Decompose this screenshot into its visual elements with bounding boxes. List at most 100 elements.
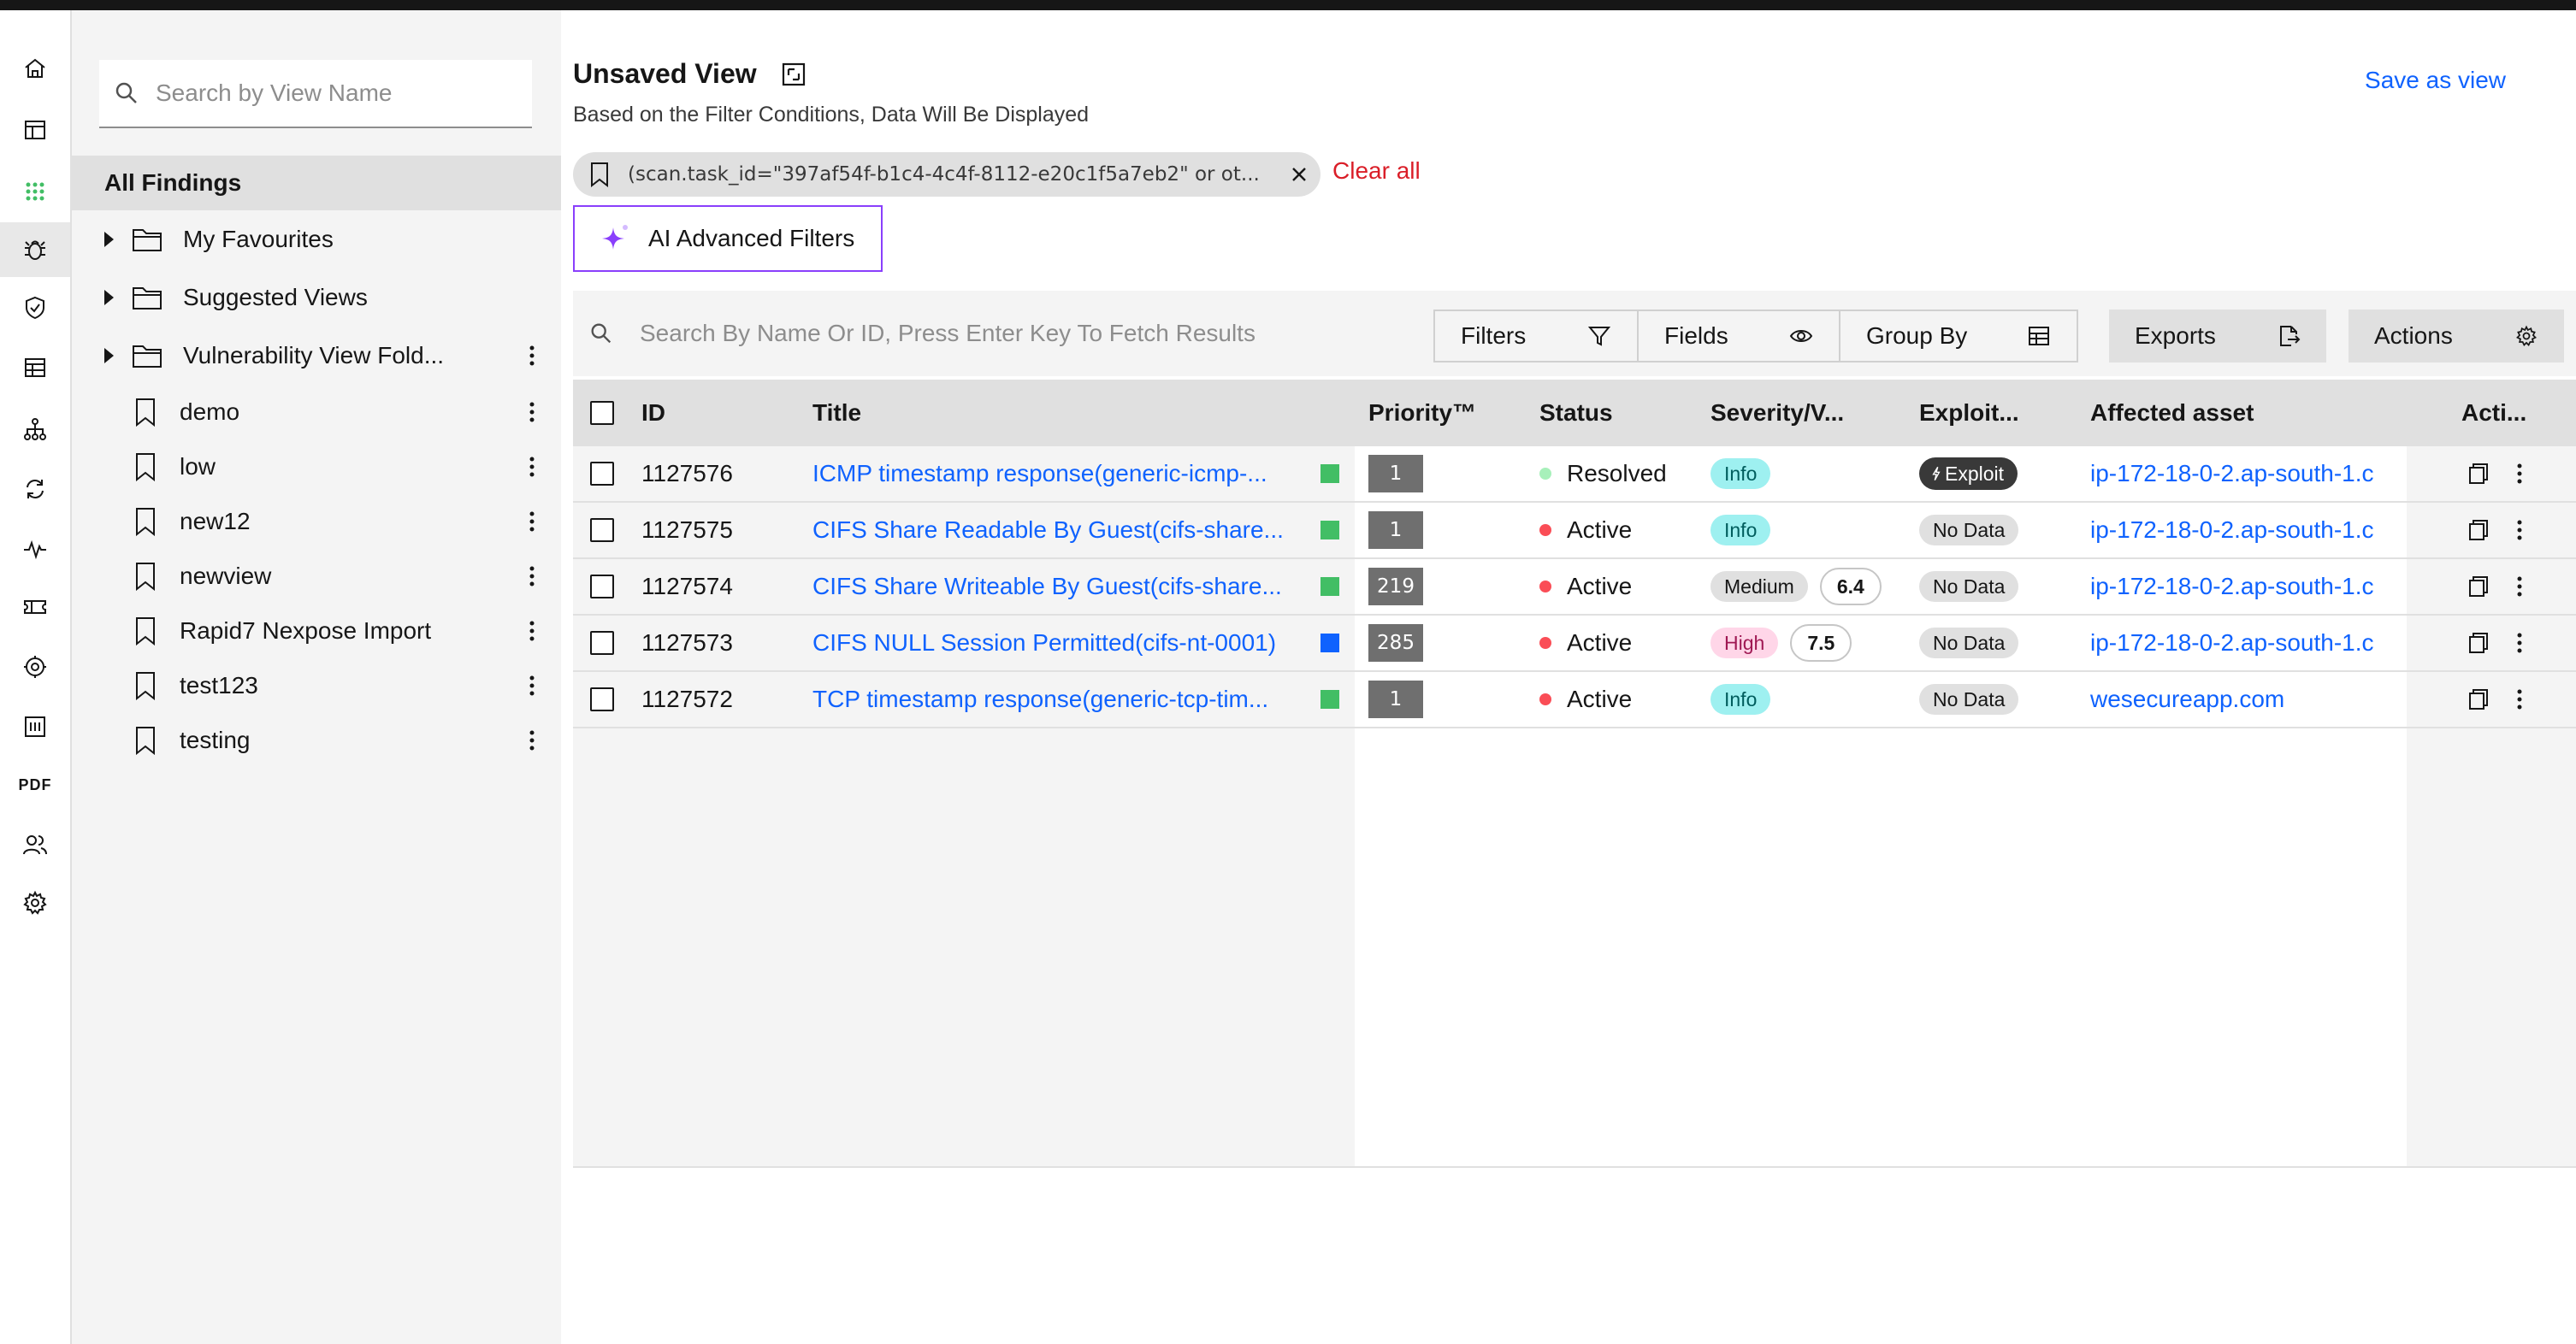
- finding-title-link[interactable]: CIFS NULL Session Permitted(cifs-nt-0001…: [812, 629, 1277, 656]
- pdf-icon[interactable]: PDF: [0, 757, 70, 812]
- priority-marker: [1320, 577, 1339, 596]
- network-icon[interactable]: [0, 402, 70, 457]
- filter-chip[interactable]: (scan.task_id="397af54f-b1c4-4c4f-8112-e…: [573, 152, 1320, 197]
- view-item-new12[interactable]: new12: [72, 494, 561, 549]
- column-header-title[interactable]: Title: [812, 399, 862, 426]
- row-checkbox[interactable]: [590, 687, 614, 711]
- overflow-menu-icon[interactable]: [529, 673, 535, 699]
- overflow-menu-icon[interactable]: [2516, 461, 2523, 486]
- overflow-menu-icon[interactable]: [2516, 630, 2523, 656]
- overflow-menu-icon[interactable]: [529, 728, 535, 753]
- column-header-affected-asset[interactable]: Affected asset: [2090, 399, 2254, 426]
- ai-advanced-filters-button[interactable]: AI Advanced Filters: [573, 205, 883, 272]
- copy-icon[interactable]: [2465, 517, 2490, 543]
- affected-asset-link[interactable]: ip-172-18-0-2.ap-south-1.c: [2090, 516, 2374, 543]
- caret-right-icon[interactable]: [104, 232, 114, 247]
- view-item-low[interactable]: low: [72, 439, 561, 494]
- view-search-box[interactable]: [99, 60, 532, 128]
- caret-right-icon[interactable]: [104, 348, 114, 363]
- affected-asset-link[interactable]: ip-172-18-0-2.ap-south-1.c: [2090, 573, 2374, 599]
- column-header-actions[interactable]: Acti...: [2461, 399, 2527, 426]
- view-search-input[interactable]: [154, 79, 517, 108]
- fields-button[interactable]: Fields: [1639, 311, 1840, 361]
- view-item-testing[interactable]: testing: [72, 713, 561, 768]
- actions-button[interactable]: Actions: [2349, 309, 2564, 363]
- dashboard-icon[interactable]: [0, 103, 70, 157]
- maximize-icon[interactable]: [781, 62, 806, 87]
- table-row[interactable]: 1127572 TCP timestamp response(generic-t…: [573, 672, 2576, 728]
- save-as-view-link[interactable]: Save as view: [2365, 67, 2506, 93]
- copy-icon[interactable]: [2465, 461, 2490, 486]
- row-checkbox[interactable]: [590, 575, 614, 598]
- affected-asset-link[interactable]: wesecureapp.com: [2090, 686, 2285, 712]
- copy-icon[interactable]: [2465, 574, 2490, 599]
- sync-icon[interactable]: [0, 462, 70, 516]
- finding-title-link[interactable]: CIFS Share Writeable By Guest(cifs-share…: [812, 573, 1282, 599]
- bookmark-icon: [591, 162, 608, 187]
- overflow-menu-icon[interactable]: [529, 563, 535, 589]
- row-checkbox[interactable]: [590, 462, 614, 486]
- table-row[interactable]: 1127575 CIFS Share Readable By Guest(cif…: [573, 503, 2576, 559]
- shield-check-icon[interactable]: [0, 280, 70, 335]
- settings-scan-icon[interactable]: [0, 640, 70, 694]
- filters-button[interactable]: Filters: [1435, 311, 1639, 361]
- overflow-menu-icon[interactable]: [529, 454, 535, 480]
- table-row[interactable]: 1127574 CIFS Share Writeable By Guest(ci…: [573, 559, 2576, 616]
- table-row[interactable]: 1127576 ICMP timestamp response(generic-…: [573, 446, 2576, 503]
- all-findings-item[interactable]: All Findings: [72, 156, 561, 210]
- view-item-demo[interactable]: demo: [72, 385, 561, 439]
- select-all-checkbox[interactable]: [590, 401, 614, 425]
- row-checkbox[interactable]: [590, 631, 614, 655]
- report-icon[interactable]: [0, 699, 70, 754]
- priority-marker: [1320, 521, 1339, 539]
- folder-vulnerability-view[interactable]: Vulnerability View Fold...: [72, 328, 561, 383]
- view-item-rapid7[interactable]: Rapid7 Nexpose Import: [72, 604, 561, 658]
- table-row[interactable]: 1127573 CIFS NULL Session Permitted(cifs…: [573, 616, 2576, 672]
- ticket-icon[interactable]: [0, 580, 70, 634]
- status-cell: Active: [1539, 616, 1632, 670]
- column-header-exploit[interactable]: Exploit...: [1919, 399, 2019, 426]
- copy-icon[interactable]: [2465, 687, 2490, 712]
- column-header-id[interactable]: ID: [641, 399, 665, 426]
- filter-chip-text: (scan.task_id="397af54f-b1c4-4c4f-8112-e…: [628, 163, 1260, 186]
- close-icon[interactable]: [1290, 165, 1309, 184]
- page-subtitle: Based on the Filter Conditions, Data Wil…: [573, 103, 1090, 127]
- finding-title-link[interactable]: TCP timestamp response(generic-tcp-tim..…: [812, 686, 1269, 712]
- overflow-menu-icon[interactable]: [2516, 687, 2523, 712]
- column-header-status[interactable]: Status: [1539, 399, 1613, 426]
- data-table-icon[interactable]: [0, 340, 70, 395]
- overflow-menu-icon[interactable]: [2516, 517, 2523, 543]
- table-search-input[interactable]: [638, 319, 1411, 348]
- finding-title-link[interactable]: ICMP timestamp response(generic-icmp-...: [812, 460, 1267, 486]
- overflow-menu-icon[interactable]: [2516, 574, 2523, 599]
- caret-right-icon[interactable]: [104, 290, 114, 305]
- view-label: newview: [180, 563, 272, 589]
- clear-all-link[interactable]: Clear all: [1332, 157, 1421, 184]
- affected-asset-link[interactable]: ip-172-18-0-2.ap-south-1.c: [2090, 460, 2374, 486]
- view-item-test123[interactable]: test123: [72, 658, 561, 713]
- apps-grid-icon[interactable]: [0, 164, 70, 219]
- copy-icon[interactable]: [2465, 630, 2490, 656]
- home-icon[interactable]: [0, 41, 70, 96]
- row-checkbox[interactable]: [590, 518, 614, 542]
- group-by-button[interactable]: Group By: [1840, 311, 2077, 361]
- folder-my-favourites[interactable]: My Favourites: [72, 212, 561, 267]
- overflow-menu-icon[interactable]: [529, 618, 535, 644]
- overflow-menu-icon[interactable]: [529, 399, 535, 425]
- users-icon[interactable]: [0, 817, 70, 872]
- exports-button[interactable]: Exports: [2109, 309, 2326, 363]
- column-header-severity[interactable]: Severity/V...: [1710, 399, 1845, 426]
- severity-tag: Info: [1710, 515, 1771, 545]
- settings-icon[interactable]: [0, 875, 70, 930]
- column-header-priority[interactable]: Priority™: [1368, 399, 1477, 426]
- finding-title-link[interactable]: CIFS Share Readable By Guest(cifs-share.…: [812, 516, 1284, 543]
- table-search[interactable]: [573, 291, 1428, 376]
- folder-suggested-views[interactable]: Suggested Views: [72, 270, 561, 325]
- overflow-menu-icon[interactable]: [529, 509, 535, 534]
- affected-asset-link[interactable]: ip-172-18-0-2.ap-south-1.c: [2090, 629, 2374, 656]
- finding-id: 1127576: [641, 460, 733, 486]
- bug-icon[interactable]: [0, 222, 70, 277]
- view-item-newview[interactable]: newview: [72, 549, 561, 604]
- activity-icon[interactable]: [0, 522, 70, 576]
- overflow-menu-icon[interactable]: [529, 343, 535, 368]
